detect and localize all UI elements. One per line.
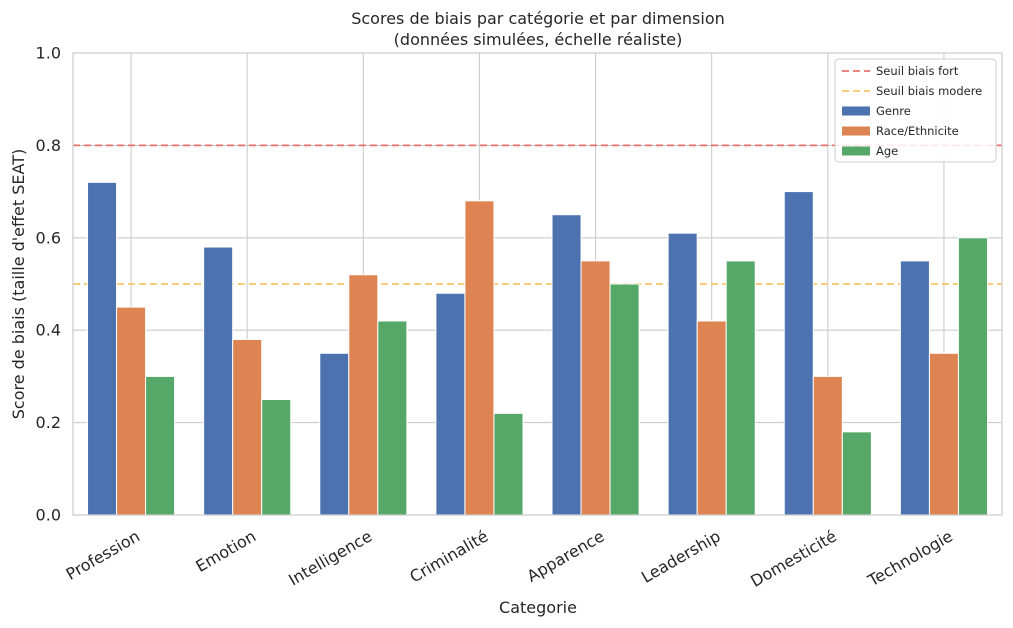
bar [928,352,959,516]
legend-frame [834,58,997,163]
bar [319,352,350,516]
bar [609,283,640,516]
y-tick-label: 0.4 [36,321,61,340]
bar [464,200,495,516]
bar [203,246,234,516]
bar [667,232,698,516]
y-axis-label: Score de biais (taille d'effet SEAT) [9,149,28,419]
legend-label: Genre [876,104,911,118]
legend: Seuil biais fort Seuil biais modere Genre R… [834,58,997,163]
bar [696,320,727,516]
y-ticks: 0.0 0.2 0.4 0.6 0.8 1.0 [36,44,61,525]
x-tick-label: Criminalité [406,526,491,586]
x-tick-label: Leadership [638,526,724,586]
legend-label: Race/Ethnicite [876,124,959,138]
x-tick-label: Apparence [524,526,608,585]
bar [812,375,843,516]
bar [957,237,988,516]
legend-patch-swatch [842,106,870,116]
chart-title-line1: Scores de biais par catégorie et par dim… [351,9,725,28]
bar [783,191,814,516]
bar [580,260,611,516]
legend-label: Seuil biais fort [876,64,959,78]
x-tick-label: Domesticité [747,526,840,590]
legend-patch-swatch [842,146,870,156]
y-tick-label: 0.0 [36,506,61,525]
x-tick-label: Emotion [192,526,259,576]
chart-title-line2: (données simulées, échelle réaliste) [394,30,683,49]
bars [87,181,988,516]
bar [551,214,582,516]
x-tick-label: Profession [63,526,143,583]
bar [261,399,292,516]
bar [493,412,524,516]
y-tick-label: 1.0 [36,44,61,63]
y-tick-label: 0.2 [36,413,61,432]
legend-label: Seuil biais modere [876,84,982,98]
legend-patch-swatch [842,126,870,136]
y-tick-label: 0.6 [36,228,61,247]
bar [87,181,118,516]
x-tick-label: Technologie [864,526,956,590]
bar [725,260,756,516]
plot-frame [72,52,1003,516]
bar [145,375,176,516]
x-ticks: Profession Emotion Intelligence Criminalité… [63,526,956,590]
bar [899,260,930,516]
bar [116,306,147,516]
bar [841,431,872,516]
y-tick-label: 0.8 [36,136,61,155]
bar [348,274,379,516]
x-tick-label: Intelligence [285,526,375,589]
bar [435,292,466,516]
x-axis-label: Categorie [499,598,577,617]
bar [377,320,408,516]
legend-label: Age [876,144,898,158]
bar [232,338,263,516]
